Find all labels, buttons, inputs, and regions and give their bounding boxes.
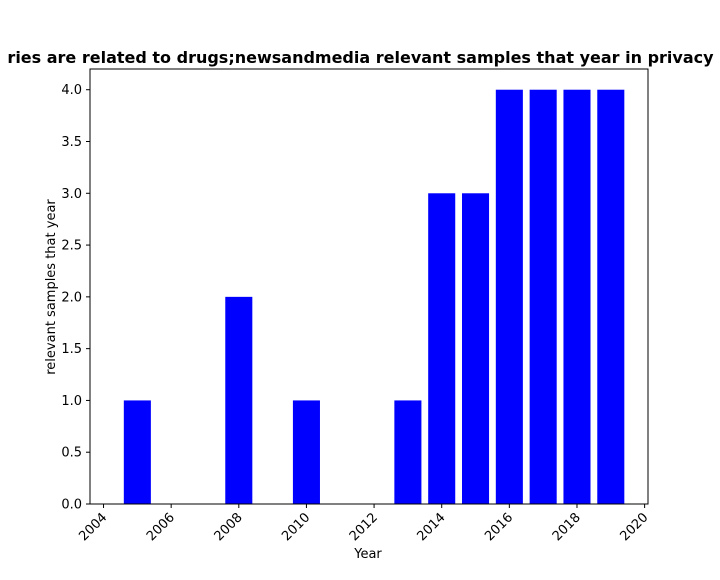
x-tick-label: 2020 — [617, 510, 651, 544]
x-tick-label: 2010 — [279, 510, 313, 544]
y-tick-label: 2.5 — [61, 239, 82, 254]
x-tick-label: 2006 — [144, 510, 178, 544]
bar-2013 — [394, 400, 422, 504]
y-tick-label: 0.0 — [61, 498, 82, 513]
bar-2014 — [428, 193, 456, 505]
y-tick-label: 3.5 — [61, 135, 82, 150]
y-axis: 0.0 0.5 1.0 1.5 2.0 2.5 3.0 3.5 4.0 — [61, 83, 90, 513]
bar-2010 — [292, 400, 320, 504]
y-tick-label: 2.0 — [61, 290, 82, 305]
y-tick-label: 1.5 — [61, 342, 82, 357]
chart-title: ries are related to drugs;newsandmedia r… — [7, 48, 720, 67]
bar-2016 — [495, 89, 523, 504]
bar-2015 — [462, 193, 490, 505]
bars-layer — [123, 89, 625, 505]
bar-2005 — [123, 400, 151, 504]
y-tick-label: 3.0 — [61, 187, 82, 202]
bar-2019 — [597, 89, 625, 504]
plot-frame — [89, 68, 649, 505]
x-tick-label: 2018 — [550, 510, 584, 544]
x-tick-label: 2014 — [415, 510, 449, 544]
bar-2018 — [563, 89, 591, 504]
bar-2008 — [225, 296, 253, 504]
x-axis-label: Year — [353, 547, 382, 562]
x-axis: 2004 2006 2008 2010 2012 2014 2016 2018 2020 — [76, 504, 651, 544]
y-tick-label: 4.0 — [61, 83, 82, 98]
x-tick-label: 2012 — [347, 510, 381, 544]
x-tick-label: 2004 — [76, 510, 110, 544]
y-tick-label: 0.5 — [61, 446, 82, 461]
x-tick-label: 2008 — [212, 510, 246, 544]
bar-2017 — [529, 89, 557, 504]
y-axis-label: relevant samples that year — [44, 199, 59, 375]
x-tick-label: 2016 — [482, 510, 516, 544]
y-tick-label: 1.0 — [61, 394, 82, 409]
